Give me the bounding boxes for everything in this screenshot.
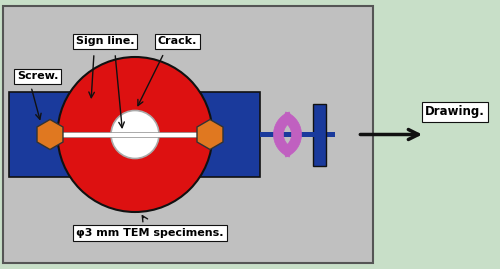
Polygon shape	[274, 112, 292, 157]
FancyBboxPatch shape	[304, 132, 319, 137]
FancyBboxPatch shape	[9, 132, 281, 137]
FancyBboxPatch shape	[178, 92, 260, 177]
FancyBboxPatch shape	[195, 132, 222, 137]
Polygon shape	[197, 119, 223, 150]
FancyBboxPatch shape	[312, 104, 326, 165]
Polygon shape	[37, 119, 63, 150]
FancyBboxPatch shape	[9, 92, 92, 177]
Text: φ3 mm TEM specimens.: φ3 mm TEM specimens.	[76, 228, 224, 238]
Text: Crack.: Crack.	[158, 37, 197, 47]
Polygon shape	[282, 112, 302, 157]
FancyBboxPatch shape	[42, 132, 70, 137]
Circle shape	[58, 57, 212, 212]
Text: Sign line.: Sign line.	[76, 37, 134, 47]
FancyBboxPatch shape	[58, 132, 212, 137]
FancyBboxPatch shape	[260, 132, 335, 137]
Text: Screw.: Screw.	[17, 72, 58, 82]
Text: Drawing.: Drawing.	[425, 105, 485, 119]
Circle shape	[111, 111, 159, 158]
FancyBboxPatch shape	[2, 6, 372, 263]
